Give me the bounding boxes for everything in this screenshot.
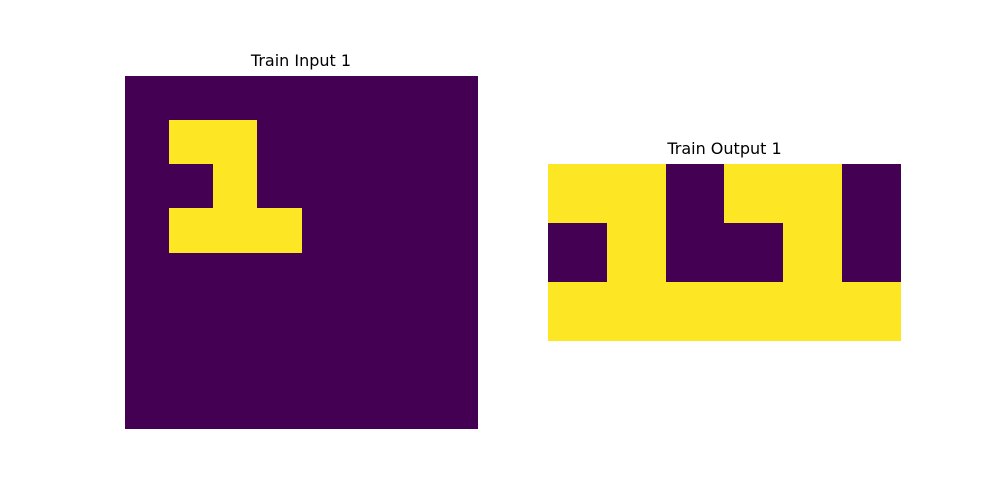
input-cell-r0-c4 [301, 76, 346, 121]
output-cell-r1-c0 [548, 223, 607, 282]
input-cell-r7-c0 [125, 384, 170, 429]
output-cell-r1-c2 [665, 223, 725, 282]
input-cell-r3-c1 [169, 208, 214, 253]
input-cell-r6-c4 [301, 340, 346, 385]
input-cell-r1-c2 [213, 120, 258, 165]
input-cell-r2-c1 [169, 164, 214, 209]
output-cell-r0-c3 [724, 164, 784, 223]
input-cell-r5-c7 [433, 296, 478, 341]
input-cell-r3-c0 [125, 208, 170, 253]
input-cell-r7-c4 [301, 384, 346, 429]
input-cell-r0-c0 [125, 76, 170, 121]
output-cell-r2-c5 [842, 282, 901, 341]
input-cell-r2-c5 [345, 164, 390, 209]
train-output-title: Train Output 1 [667, 139, 782, 158]
input-cell-r7-c2 [213, 384, 258, 429]
input-cell-r4-c7 [433, 252, 478, 297]
input-cell-r7-c3 [257, 384, 302, 429]
input-cell-r0-c2 [213, 76, 258, 121]
output-cell-r1-c4 [783, 223, 843, 282]
input-cell-r3-c2 [213, 208, 258, 253]
input-cell-r4-c1 [169, 252, 214, 297]
input-cell-r1-c7 [433, 120, 478, 165]
input-cell-r7-c5 [345, 384, 390, 429]
train-input-grid [125, 76, 478, 429]
input-cell-r1-c4 [301, 120, 346, 165]
input-cell-r6-c3 [257, 340, 302, 385]
input-cell-r4-c0 [125, 252, 170, 297]
input-cell-r2-c4 [301, 164, 346, 209]
train-input-title: Train Input 1 [250, 51, 352, 70]
output-cell-r1-c5 [842, 223, 901, 282]
input-cell-r5-c4 [301, 296, 346, 341]
output-cell-r2-c2 [665, 282, 725, 341]
output-cell-r2-c4 [783, 282, 843, 341]
output-cell-r0-c1 [606, 164, 666, 223]
input-cell-r4-c6 [389, 252, 434, 297]
output-cell-r0-c2 [665, 164, 725, 223]
output-cell-r2-c0 [548, 282, 607, 341]
input-cell-r2-c0 [125, 164, 170, 209]
input-cell-r7-c6 [389, 384, 434, 429]
input-cell-r6-c0 [125, 340, 170, 385]
input-cell-r6-c5 [345, 340, 390, 385]
input-cell-r3-c6 [389, 208, 434, 253]
input-cell-r3-c5 [345, 208, 390, 253]
output-cell-r1-c3 [724, 223, 784, 282]
input-cell-r1-c1 [169, 120, 214, 165]
input-cell-r5-c6 [389, 296, 434, 341]
input-cell-r7-c7 [433, 384, 478, 429]
output-cell-r0-c5 [842, 164, 901, 223]
input-cell-r0-c7 [433, 76, 478, 121]
input-cell-r2-c2 [213, 164, 258, 209]
input-cell-r1-c0 [125, 120, 170, 165]
output-cell-r2-c1 [606, 282, 666, 341]
input-cell-r1-c6 [389, 120, 434, 165]
input-cell-r5-c3 [257, 296, 302, 341]
input-cell-r0-c6 [389, 76, 434, 121]
input-cell-r6-c7 [433, 340, 478, 385]
input-cell-r4-c3 [257, 252, 302, 297]
input-cell-r2-c6 [389, 164, 434, 209]
input-cell-r0-c3 [257, 76, 302, 121]
input-cell-r0-c1 [169, 76, 214, 121]
input-cell-r5-c0 [125, 296, 170, 341]
input-cell-r6-c1 [169, 340, 214, 385]
input-cell-r4-c5 [345, 252, 390, 297]
input-cell-r1-c3 [257, 120, 302, 165]
input-cell-r3-c7 [433, 208, 478, 253]
input-cell-r0-c5 [345, 76, 390, 121]
input-cell-r6-c2 [213, 340, 258, 385]
input-cell-r2-c3 [257, 164, 302, 209]
input-cell-r3-c3 [257, 208, 302, 253]
train-output-grid [548, 164, 901, 341]
input-cell-r2-c7 [433, 164, 478, 209]
output-cell-r0-c0 [548, 164, 607, 223]
input-cell-r5-c2 [213, 296, 258, 341]
input-cell-r1-c5 [345, 120, 390, 165]
input-cell-r4-c4 [301, 252, 346, 297]
input-cell-r3-c4 [301, 208, 346, 253]
input-cell-r7-c1 [169, 384, 214, 429]
input-cell-r5-c5 [345, 296, 390, 341]
output-cell-r1-c1 [606, 223, 666, 282]
output-cell-r2-c3 [724, 282, 784, 341]
input-cell-r5-c1 [169, 296, 214, 341]
output-cell-r0-c4 [783, 164, 843, 223]
input-cell-r6-c6 [389, 340, 434, 385]
input-cell-r4-c2 [213, 252, 258, 297]
